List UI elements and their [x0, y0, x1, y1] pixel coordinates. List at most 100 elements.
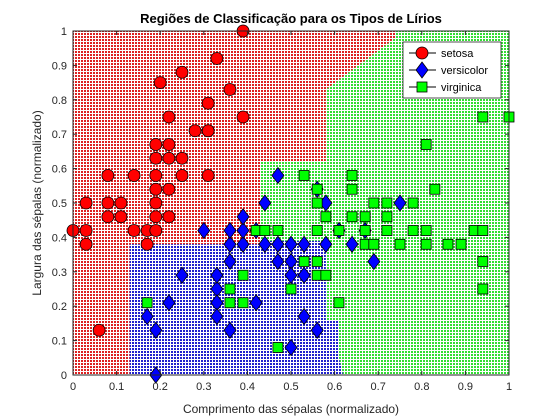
point-versicolor-17	[197, 221, 211, 240]
point-virginica-29	[394, 238, 406, 250]
point-virginica-17	[320, 269, 332, 281]
point-versicolor-36	[297, 266, 311, 284]
point-setosa-30	[127, 224, 141, 237]
point-setosa-8	[162, 138, 176, 151]
point-versicolor-3	[149, 321, 163, 339]
point-setosa-26	[114, 210, 128, 224]
point-virginica-23	[359, 211, 371, 223]
point-versicolor-10	[223, 235, 237, 253]
point-setosa-34	[92, 323, 106, 337]
point-setosa-3	[223, 83, 237, 96]
point-virginica-42	[477, 111, 489, 123]
y-axis-ticks: 0 0.1 0.2 0.3 0.4 0.5 0.6 0.7 0.8 0.9 1	[52, 26, 509, 382]
point-virginica-35	[429, 183, 441, 195]
point-virginica-26	[381, 197, 393, 209]
point-virginica-21	[346, 183, 358, 195]
point-versicolor-28	[310, 321, 324, 339]
region-versicolor	[129, 240, 344, 375]
point-versicolor-18	[175, 266, 189, 284]
point-virginica-3	[237, 297, 249, 309]
point-virginica-10	[298, 170, 310, 181]
x-tick-label-3: 0.3	[196, 381, 211, 393]
point-setosa-18	[149, 182, 163, 196]
point-setosa-37	[201, 96, 215, 110]
x-tick-label-10: 1	[506, 381, 512, 393]
point-setosa-22	[101, 196, 115, 210]
point-virginica-39	[477, 225, 489, 236]
x-axis-ticks: 0 0.1 0.2 0.3 0.4 0.5 0.6 0.7 0.8 0.9 1	[70, 31, 512, 393]
point-versicolor-27	[284, 338, 298, 357]
y-tick-label-5: 0.5	[52, 198, 67, 210]
x-tick-label-7: 0.7	[371, 381, 386, 393]
point-virginica-12	[311, 183, 323, 195]
point-versicolor-15	[236, 208, 250, 226]
x-tick-label-5: 0.5	[283, 381, 298, 393]
x-axis-label: Comprimento das sépalas (normalizado)	[183, 402, 399, 416]
y-tick-label-8: 0.8	[52, 95, 67, 107]
x-tick-label-9: 0.9	[458, 381, 473, 393]
point-virginica-34	[420, 139, 432, 150]
x-tick-label-2: 0.2	[153, 381, 168, 393]
point-virginica-1	[224, 297, 236, 309]
point-versicolor-35	[393, 194, 407, 212]
point-virginica-6	[259, 225, 271, 236]
x-tick-label-0: 0	[70, 381, 76, 393]
y-tick-label-6: 0.6	[52, 164, 67, 176]
point-versicolor-20	[271, 235, 285, 253]
point-setosa-4	[162, 110, 176, 124]
x-tick-label-4: 0.4	[240, 381, 255, 393]
x-tick-label-1: 0.1	[109, 381, 124, 393]
point-setosa-1	[210, 52, 224, 65]
point-virginica-9	[285, 283, 297, 295]
point-setosa-24	[162, 210, 176, 224]
point-versicolor-8	[210, 266, 224, 284]
point-versicolor-29	[319, 235, 333, 253]
point-virginica-0	[141, 297, 153, 309]
point-virginica-18	[320, 211, 332, 223]
point-versicolor-31	[345, 235, 359, 253]
point-setosa-2	[175, 65, 189, 79]
point-virginica-27	[381, 211, 393, 223]
point-versicolor-33	[367, 252, 381, 271]
point-versicolor-11	[236, 235, 250, 253]
point-setosa-15	[201, 169, 215, 182]
point-versicolor-21	[284, 235, 298, 253]
point-virginica-33	[420, 238, 432, 250]
point-setosa-7	[149, 138, 163, 151]
legend: setosa versicolor virginica	[402, 41, 502, 99]
point-virginica-13	[311, 197, 323, 209]
point-setosa-25	[149, 210, 163, 224]
point-virginica-46	[368, 238, 380, 250]
point-virginica-32	[420, 225, 432, 236]
point-setosa-35	[140, 237, 154, 251]
legend-label-setosa: setosa	[441, 48, 474, 60]
point-virginica-2	[224, 283, 236, 295]
point-virginica-7	[272, 225, 284, 236]
y-tick-label-9: 0.9	[52, 60, 67, 72]
point-setosa-11	[175, 151, 189, 165]
point-setosa-36	[153, 76, 167, 89]
point-setosa-9	[201, 124, 215, 138]
point-setosa-28	[79, 224, 93, 237]
point-setosa-20	[149, 196, 163, 210]
point-setosa-33	[79, 237, 93, 251]
point-setosa-27	[101, 210, 115, 224]
y-tick-label-0: 0	[61, 370, 67, 382]
legend-marker-virginica	[416, 81, 428, 93]
point-virginica-37	[455, 238, 467, 250]
point-versicolor-7	[223, 321, 237, 339]
point-setosa-13	[149, 169, 163, 182]
point-virginica-20	[333, 297, 345, 309]
point-virginica-36	[442, 238, 454, 250]
point-versicolor-26	[297, 307, 311, 326]
point-versicolor-9	[223, 252, 237, 271]
legend-marker-setosa	[415, 46, 429, 60]
point-virginica-31	[407, 197, 419, 209]
legend-label-virginica: virginica	[441, 82, 482, 94]
point-virginica-28	[381, 225, 393, 236]
point-setosa-17	[127, 169, 141, 182]
point-versicolor-16	[258, 194, 272, 212]
point-versicolor-25	[284, 266, 298, 284]
point-versicolor-24	[271, 252, 285, 271]
